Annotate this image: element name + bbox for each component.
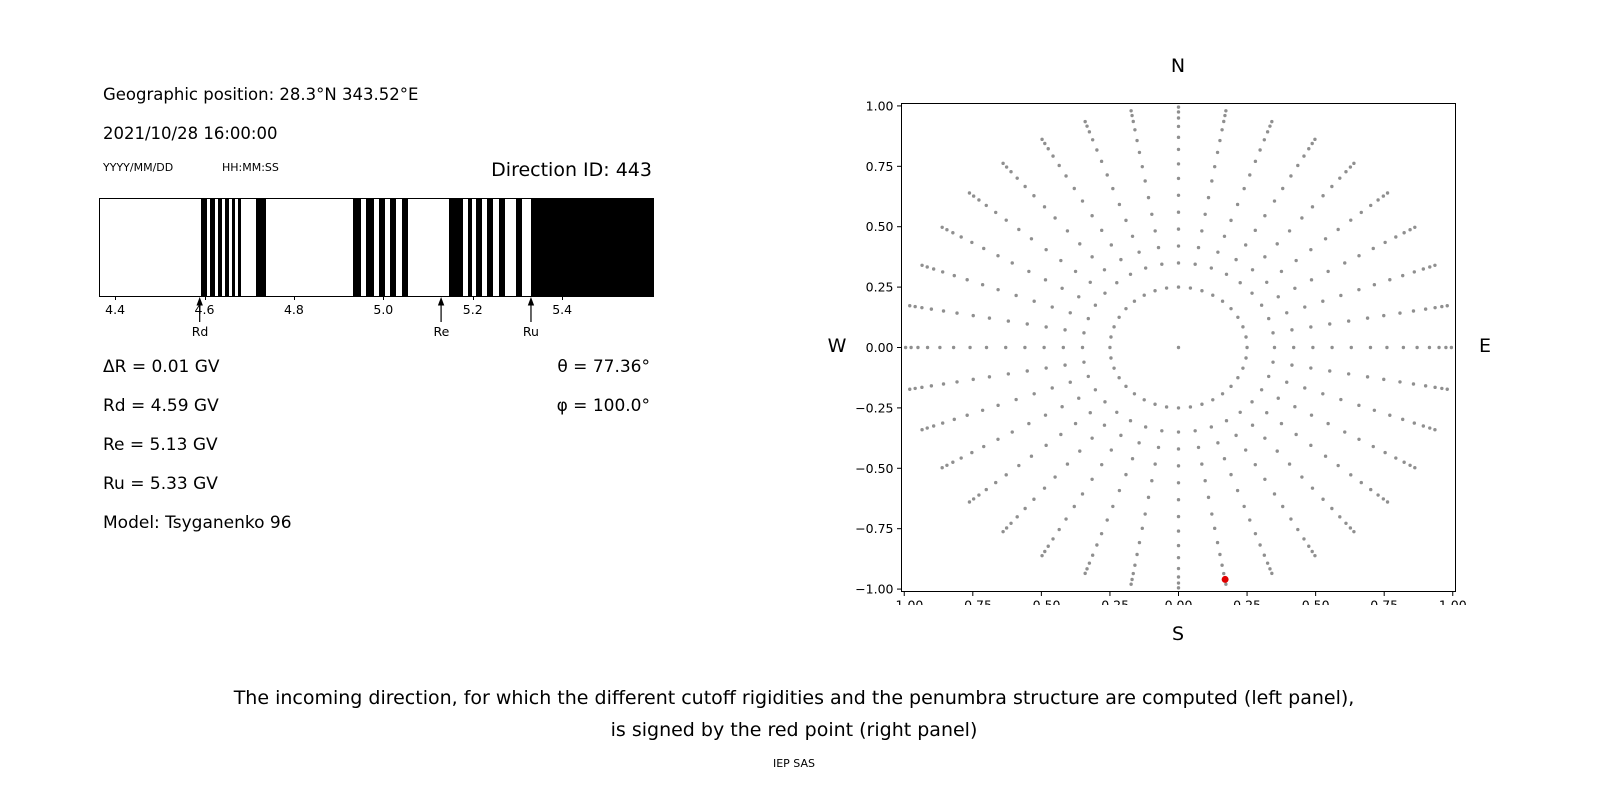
penumbra-tick-mark bbox=[383, 296, 385, 300]
date-format-label: YYYY/MM/DD bbox=[103, 161, 174, 174]
y-tick-label: 1.00 bbox=[866, 98, 894, 113]
penumbra-tick-mark bbox=[293, 296, 295, 300]
credit-text: IEP SAS bbox=[772, 757, 816, 770]
penumbra-band bbox=[449, 199, 463, 296]
penumbra-plot bbox=[99, 198, 654, 297]
penumbra-band bbox=[366, 199, 374, 296]
penumbra-band bbox=[475, 199, 483, 296]
penumbra-band bbox=[238, 199, 242, 296]
penumbra-band bbox=[401, 199, 408, 296]
model-label: Model: Tsyganenko 96 bbox=[103, 513, 292, 533]
penumbra-band bbox=[218, 199, 223, 296]
theta-value: θ = 77.36° bbox=[557, 357, 650, 377]
direction-dots bbox=[903, 105, 1454, 590]
y-tick-label: 0.25 bbox=[866, 280, 894, 295]
rigidity-marker-label: Re bbox=[433, 324, 450, 339]
compass-east-label: E bbox=[1478, 335, 1491, 357]
rigidity-marker-ru: Ru bbox=[523, 297, 539, 339]
red-direction-point bbox=[1221, 575, 1229, 583]
compass-south-label: S bbox=[1171, 623, 1185, 645]
x-tick-label: 0.50 bbox=[1302, 598, 1330, 606]
penumbra-band bbox=[516, 199, 522, 296]
up-arrow-icon bbox=[527, 297, 535, 322]
caption-line2: is signed by the red point (right panel) bbox=[610, 719, 978, 741]
penumbra-tick-label: 5.0 bbox=[373, 302, 394, 317]
rigidity-marker-label: Ru bbox=[522, 324, 539, 339]
penumbra-band bbox=[487, 199, 493, 296]
parameters-right-column: θ = 77.36° φ = 100.0° bbox=[450, 348, 650, 426]
penumbra-tick-mark bbox=[472, 296, 474, 300]
up-arrow-icon bbox=[196, 297, 204, 322]
penumbra-tick-label: 5.4 bbox=[552, 302, 573, 317]
x-tick-label: 0.25 bbox=[1233, 598, 1261, 606]
penumbra-band bbox=[255, 199, 266, 296]
x-tick-label: −0.50 bbox=[1022, 598, 1060, 606]
direction-id-title: Direction ID: 443 bbox=[491, 159, 652, 181]
rd-value: Rd = 4.59 GV bbox=[103, 396, 219, 416]
up-arrow-icon bbox=[438, 297, 445, 322]
penumbra-tick-label: 4.8 bbox=[283, 302, 304, 317]
compass-north-label: N bbox=[1170, 55, 1186, 77]
direction-scatter-plot: −1.00−1.00 −0.75 −0.75 −0.50 −0.50 −0.25 −0.25… bbox=[855, 98, 1467, 605]
datetime-text: 2021/10/28 16:00:00 bbox=[103, 124, 278, 143]
caption-line1: The incoming direction, for which the di… bbox=[233, 687, 1355, 709]
penumbra-tick-label: 5.2 bbox=[462, 302, 483, 317]
x-tick-label: −1.00 bbox=[885, 598, 923, 606]
y-tick-label: 0.50 bbox=[866, 219, 894, 234]
penumbra-band bbox=[499, 199, 505, 296]
axis-ticks: −1.00−1.00 −0.75 −0.75 −0.50 −0.50 −0.25 −0.25… bbox=[855, 98, 1467, 605]
penumbra-band bbox=[231, 199, 236, 296]
x-tick-label: 0.00 bbox=[1165, 598, 1193, 606]
penumbra-band bbox=[201, 199, 208, 296]
penumbra-xticks: 4.4 4.6 4.8 5.0 5.2 5.4 bbox=[99, 296, 652, 318]
y-tick-label: 0.75 bbox=[866, 159, 894, 174]
re-value: Re = 5.13 GV bbox=[103, 435, 218, 455]
penumbra-tick-label: 4.4 bbox=[105, 302, 126, 317]
geo-position-text: Geographic position: 28.3°N 343.52°E bbox=[103, 85, 419, 104]
penumbra-markers: Rd Re Ru bbox=[99, 297, 652, 343]
x-tick-label: −0.25 bbox=[1091, 598, 1129, 606]
penumbra-band bbox=[530, 199, 653, 296]
y-tick-label: −0.75 bbox=[855, 521, 893, 536]
ru-value: Ru = 5.33 GV bbox=[103, 474, 218, 494]
penumbra-band bbox=[225, 199, 230, 296]
penumbra-band bbox=[467, 199, 472, 296]
penumbra-band bbox=[209, 199, 216, 296]
rigidity-marker-rd: Rd bbox=[191, 297, 209, 339]
y-tick-label: −0.25 bbox=[855, 400, 893, 415]
time-format-label: HH:MM:SS bbox=[222, 161, 279, 174]
y-tick-label: 0.00 bbox=[866, 340, 894, 355]
x-tick-label: 1.00 bbox=[1439, 598, 1467, 606]
y-tick-label: −1.00 bbox=[855, 582, 893, 597]
phi-value: φ = 100.0° bbox=[556, 396, 650, 416]
parameters-left-column: ΔR = 0.01 GV Rd = 4.59 GV Re = 5.13 GV R… bbox=[103, 348, 292, 543]
y-tick-label: −0.50 bbox=[855, 461, 893, 476]
penumbra-tick-mark bbox=[562, 296, 564, 300]
x-tick-label: 0.75 bbox=[1370, 598, 1398, 606]
penumbra-band bbox=[390, 199, 397, 296]
penumbra-tick-mark bbox=[115, 296, 117, 300]
penumbra-tick-mark bbox=[204, 296, 206, 300]
penumbra-band bbox=[378, 199, 385, 296]
rigidity-marker-label: Rd bbox=[191, 324, 209, 339]
delta-r-value: ΔR = 0.01 GV bbox=[103, 357, 220, 377]
compass-west-label: W bbox=[827, 335, 847, 357]
rigidity-marker-re: Re bbox=[433, 297, 450, 339]
x-tick-label: −0.75 bbox=[954, 598, 992, 606]
penumbra-band bbox=[353, 199, 362, 296]
